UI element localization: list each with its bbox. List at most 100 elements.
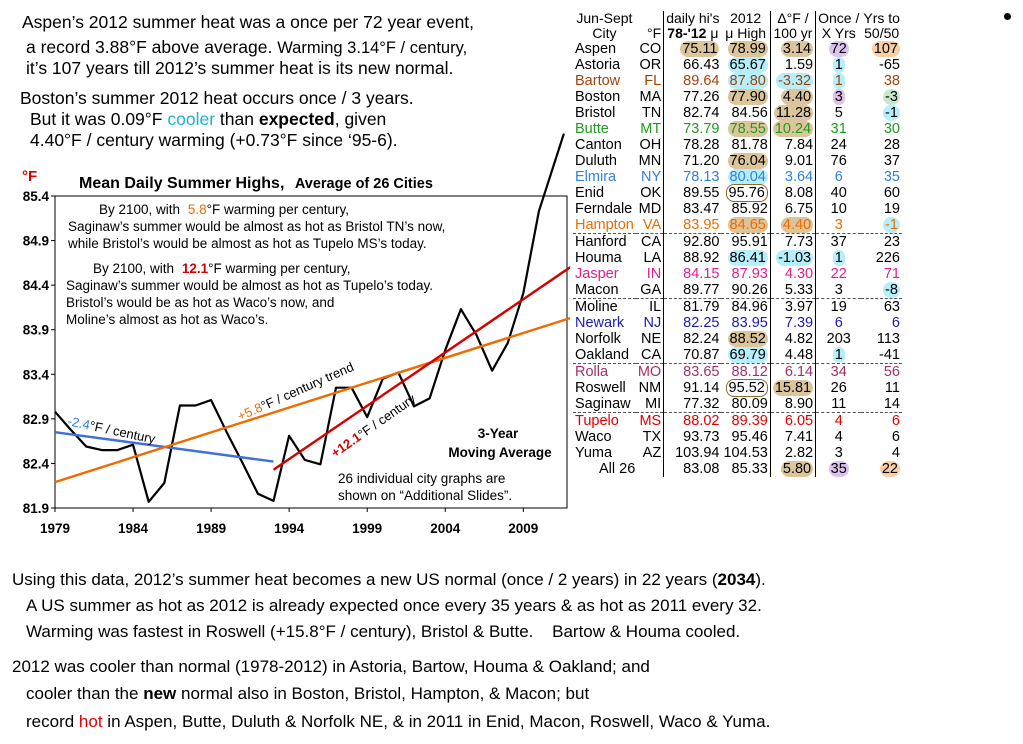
cell-y2012: 95.46: [721, 429, 770, 445]
cell-once-value: 34: [830, 364, 847, 380]
cell-yrs-value: 71: [883, 266, 900, 282]
header-delta-line1: Δ°F /: [777, 10, 809, 26]
cell-yrs: -3: [861, 89, 902, 105]
cell-st-value: AZ: [642, 445, 662, 461]
cell-d-value: 7.41: [784, 429, 814, 445]
cell-y2012: 95.91: [721, 234, 770, 250]
footer-hot-word: hot: [78, 712, 103, 731]
cell-avg-value: 83.95: [683, 217, 720, 233]
annotation-b-line4: Moline’s almost as hot as Waco’s.: [66, 312, 268, 327]
annotation-b-text: By 2100, with: [93, 261, 174, 276]
cell-yrs: 11: [861, 380, 902, 396]
cooler-word: cooler: [167, 109, 216, 129]
cell-yrs-value: 113: [876, 331, 900, 347]
table-row: Elmira NY 78.13 80.04 3.64 6 35: [573, 169, 902, 185]
cell-city: Saginaw: [573, 396, 636, 413]
city-table: Jun-Sept City °F daily hi's 78-'12 μ 201…: [573, 11, 902, 477]
cell-d-value: 15.81: [772, 380, 814, 396]
footer-year-2034: 2034: [717, 570, 756, 589]
cell-d-value: 3.64: [784, 169, 814, 185]
cell-once: 3: [815, 445, 862, 461]
cell-avg-value: 71.20: [683, 153, 720, 169]
x-ticks: 1979 1984 1989 1994 1999 2004 2009: [40, 508, 538, 536]
cell-yrs: -41: [861, 347, 902, 364]
cell-st-value: VA: [642, 217, 662, 233]
cell-once-value: 1: [832, 73, 845, 89]
cell-y2012: 86.41: [721, 250, 770, 266]
cell-st: CA: [636, 234, 664, 250]
cell-yrs-value: -41: [878, 347, 900, 363]
footer-line-5a: cooler than the: [26, 684, 139, 703]
table-row: Norfolk NE 82.24 88.52 4.82 203 113: [573, 331, 902, 347]
table-row: Houma LA 88.92 86.41 -1.03 1 226: [573, 250, 902, 266]
cell-yrs-value: 38: [883, 73, 900, 89]
cell-once-value: 31: [830, 121, 847, 137]
header-once: Once / X Yrs: [815, 11, 862, 41]
table-row: Newark NJ 82.25 83.95 7.39 6 6: [573, 315, 902, 331]
y-tick-label: 84.9: [23, 234, 49, 249]
cell-avg: 93.73: [663, 429, 722, 445]
table-row: Jasper IN 84.15 87.93 4.30 22 71: [573, 266, 902, 282]
cell-y2012-value: 80.09: [731, 396, 768, 412]
cell-avg: 88.92: [663, 250, 722, 266]
cell-st: NJ: [636, 315, 664, 331]
cell-once: 5: [815, 105, 862, 121]
cell-city-value: Norfolk: [575, 331, 621, 347]
cell-d-value: 4.40: [780, 89, 814, 105]
header-state-line: °F: [647, 25, 662, 41]
cell-d: 10.24: [769, 121, 816, 137]
cell-avg-value: 78.13: [683, 169, 720, 185]
cell-once: 11: [815, 396, 862, 413]
footer-line-2: A US summer as hot as 2012 is already ex…: [26, 596, 762, 615]
cell-city-value: Ferndale: [575, 201, 633, 217]
cell-d-value: 1.59: [784, 57, 814, 73]
cell-city-value: Hampton: [575, 217, 634, 233]
cell-st: MN: [636, 153, 664, 169]
cell-avg-value: 84.15: [683, 266, 720, 282]
y-tick-label: 81.9: [23, 501, 49, 516]
cell-avg-value: 77.32: [683, 396, 720, 412]
cell-d-value: 9.01: [784, 153, 814, 169]
cell-d: 7.41: [769, 429, 816, 445]
cell-yrs-value: 22: [879, 461, 900, 477]
annotation-a-line2: Saginaw’s summer would be almost as hot …: [68, 219, 445, 234]
intro-line-2: a record 3.88°F above average. Warming 3…: [26, 37, 467, 59]
table-row: Tupelo MS 88.02 89.39 6.05 4 6: [573, 412, 902, 429]
cell-city: Butte: [573, 121, 636, 137]
cell-yrs: 56: [861, 364, 902, 380]
cell-avg: 78.28: [663, 137, 722, 153]
cell-yrs-value: 63: [883, 299, 900, 315]
cell-avg-value: 73.79: [683, 121, 720, 137]
cell-st-value: CA: [641, 234, 662, 250]
x-tick-label: 2009: [508, 521, 538, 536]
footer-line-5c: normal also in Boston, Bristol, Hampton,…: [181, 684, 590, 703]
cell-y2012-value: 83.95: [731, 315, 768, 331]
cell-city: Waco: [573, 429, 636, 445]
cell-city: All 26: [573, 461, 664, 477]
cell-yrs: 6: [861, 413, 902, 429]
cell-city: Hanford: [573, 234, 636, 250]
cell-yrs: -1: [861, 217, 902, 234]
cell-y2012-value: 87.80: [727, 73, 768, 89]
cell-y2012: 84.65: [721, 217, 771, 234]
cell-city-value: Tupelo: [575, 413, 619, 429]
intro-line-5a: But it was 0.09°F: [30, 109, 163, 129]
cell-d-value: 8.08: [784, 185, 814, 201]
y-ticks: 85.4 84.9 84.4 83.9 83.4 82.9 82.4 81.9: [23, 189, 55, 516]
cell-y2012-value: 88.52: [727, 331, 768, 347]
cell-once-value: 37: [830, 234, 847, 250]
cell-st-value: MT: [640, 121, 662, 137]
cell-st: OR: [636, 57, 664, 73]
cell-d: 4.48: [769, 347, 816, 364]
cell-d: 9.01: [769, 153, 816, 169]
cell-d: 6.05: [769, 412, 816, 429]
cell-d: 3.64: [769, 169, 816, 185]
moving-average-label-1: 3-Year: [478, 426, 519, 441]
cell-d: 5.80: [769, 461, 816, 477]
cell-yrs-value: 35: [883, 169, 900, 185]
bullet-dot: [1004, 13, 1011, 20]
cell-d-value: 6.05: [784, 413, 814, 429]
cell-yrs: -1: [861, 105, 902, 121]
cell-once: 19: [815, 298, 862, 315]
header-state: °F: [636, 11, 664, 41]
